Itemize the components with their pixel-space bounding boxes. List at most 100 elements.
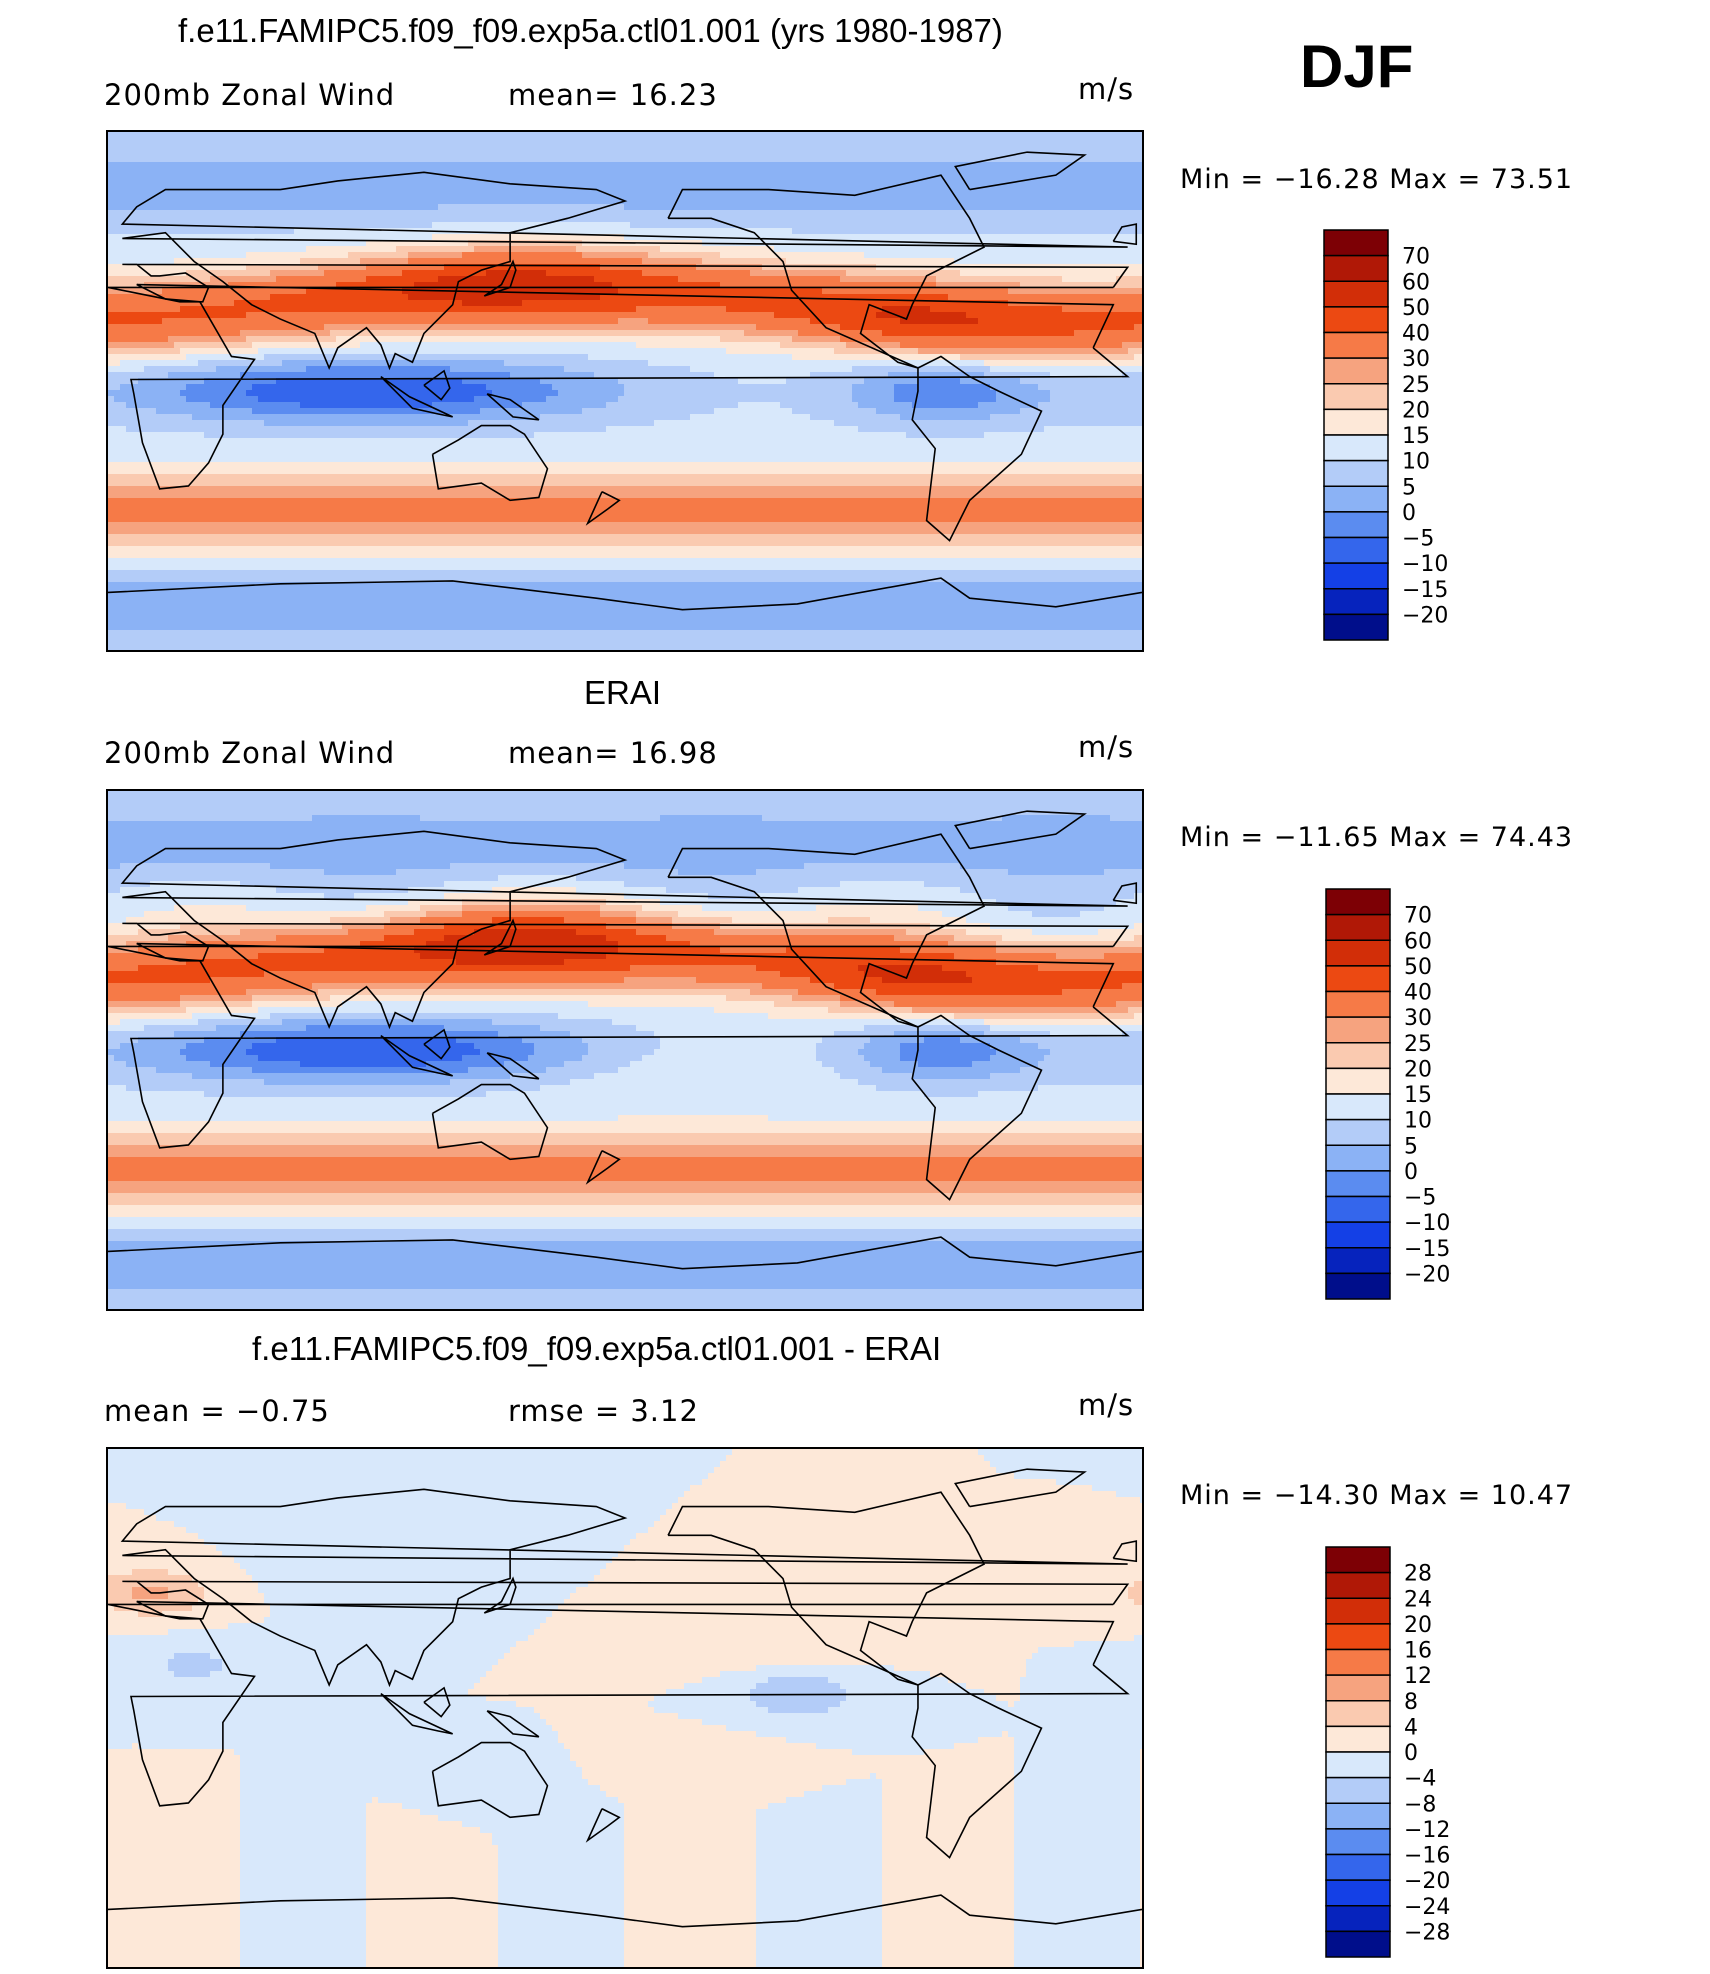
colorbar-label: 0 xyxy=(1404,1160,1418,1185)
panel-3-colorbar: 28 24 20 16 12 8 4 0 −4 −8 −12 −16 −20 −24 −28 xyxy=(1325,1546,1450,1958)
coastline xyxy=(911,1672,1043,1859)
colorbar-label: 0 xyxy=(1404,1741,1418,1766)
colorbar-label: 15 xyxy=(1402,424,1430,449)
colorbar-swatch xyxy=(1323,511,1389,539)
colorbar-swatch xyxy=(1325,1905,1391,1933)
colorbar-label: −5 xyxy=(1402,527,1434,552)
colorbar-label: 70 xyxy=(1404,904,1432,929)
colorbar-label: −20 xyxy=(1404,1262,1450,1287)
colorbar-label: 0 xyxy=(1402,501,1416,526)
coastline xyxy=(423,369,451,401)
colorbar-swatch xyxy=(1323,383,1389,411)
coastline xyxy=(954,810,1087,850)
coastline xyxy=(380,375,454,418)
colorbar-swatch xyxy=(1325,1597,1391,1625)
colorbar-swatch xyxy=(1323,562,1389,590)
panel-2-colorbar: 70 60 50 40 30 25 20 15 10 5 0 −5 −10 −15 −20 xyxy=(1325,888,1450,1300)
coastline xyxy=(130,1600,1130,1807)
panel-1-colorbar: 70 60 50 40 30 25 20 15 10 5 0 −5 −10 −15 −20 xyxy=(1323,229,1448,641)
colorbar-swatch xyxy=(1325,1272,1391,1300)
colorbar-swatch xyxy=(1325,1879,1391,1907)
colorbar-swatch xyxy=(1325,1118,1391,1146)
coastline xyxy=(1112,1540,1138,1563)
colorbar-label: 24 xyxy=(1404,1587,1432,1612)
colorbar-swatch xyxy=(1325,1144,1391,1172)
panel-3-map xyxy=(106,1447,1144,1969)
colorbar-swatch xyxy=(1325,1700,1391,1728)
colorbar-label: 60 xyxy=(1402,270,1430,295)
panel-1-title: f.e11.FAMIPC5.f09_f09.exp5a.ctl01.001 (y… xyxy=(178,12,1003,50)
colorbar-label: 5 xyxy=(1402,475,1416,500)
colorbar-swatch xyxy=(1325,1725,1391,1753)
colorbar-label: 10 xyxy=(1402,450,1430,475)
coastline xyxy=(585,1150,621,1185)
coastline xyxy=(108,1580,1130,1620)
colorbar-swatch xyxy=(1325,1247,1391,1275)
coastline xyxy=(667,1491,986,1686)
colorbar-swatch xyxy=(1325,1016,1391,1044)
coastline xyxy=(667,174,986,369)
colorbar-label: −5 xyxy=(1404,1186,1436,1211)
panel-3-rmse: rmse = 3.12 xyxy=(508,1394,699,1428)
coastline xyxy=(108,1236,1142,1270)
coastline xyxy=(483,259,517,297)
colorbar-label: 15 xyxy=(1404,1083,1432,1108)
coastline xyxy=(108,263,1130,303)
coastline xyxy=(954,1468,1087,1508)
colorbar-swatch xyxy=(1323,357,1389,385)
coastline xyxy=(120,1488,1128,1688)
colorbar-swatch xyxy=(1325,1828,1391,1856)
colorbar-swatch xyxy=(1325,1802,1391,1830)
colorbar-label: −20 xyxy=(1402,603,1448,628)
colorbar-label: −20 xyxy=(1404,1869,1450,1894)
panel-2-minmax: Min = −11.65 Max = 74.43 xyxy=(1180,822,1573,853)
colorbar-swatch xyxy=(1323,254,1389,282)
colorbar-swatch xyxy=(1325,1067,1391,1095)
colorbar-swatch xyxy=(1325,939,1391,967)
colorbar-swatch xyxy=(1325,913,1391,941)
panel-3-units: m/s xyxy=(1078,1388,1134,1422)
colorbar-swatch xyxy=(1323,536,1389,564)
colorbar-swatch xyxy=(1323,613,1389,641)
colorbar-swatch xyxy=(1323,588,1389,616)
colorbar-swatch xyxy=(1325,1623,1391,1651)
colorbar-label: −4 xyxy=(1404,1767,1436,1792)
coastline xyxy=(120,830,1128,1030)
colorbar-swatch xyxy=(1323,306,1389,334)
colorbar-label: −24 xyxy=(1404,1895,1450,1920)
colorbar-swatch xyxy=(1325,1751,1391,1779)
coastline xyxy=(483,918,517,956)
colorbar-label: 20 xyxy=(1404,1613,1432,1638)
colorbar-label: 4 xyxy=(1404,1715,1418,1740)
colorbar-swatch xyxy=(1325,1571,1391,1599)
colorbar-swatch xyxy=(1325,1930,1391,1958)
colorbar-swatch xyxy=(1325,1221,1391,1249)
colorbar-label: 50 xyxy=(1402,296,1430,321)
colorbar-swatch xyxy=(1323,459,1389,487)
panel-1-variable: 200mb Zonal Wind xyxy=(104,78,395,112)
coastline xyxy=(486,1052,540,1080)
colorbar-swatch xyxy=(1325,1853,1391,1881)
colorbar-label: −28 xyxy=(1404,1920,1450,1945)
coastline xyxy=(108,577,1142,611)
colorbar-swatch xyxy=(1323,229,1389,257)
colorbar-label: 40 xyxy=(1404,981,1432,1006)
colorbar-swatch xyxy=(1323,434,1389,462)
coastline xyxy=(380,1692,454,1735)
coastline xyxy=(483,1576,517,1614)
colorbar-label: 70 xyxy=(1402,245,1430,270)
colorbar-label: −15 xyxy=(1402,578,1448,603)
panel-2-mean: mean= 16.98 xyxy=(508,736,718,770)
coastline xyxy=(130,283,1130,490)
colorbar-label: 8 xyxy=(1404,1690,1418,1715)
colorbar-label: 25 xyxy=(1404,1032,1432,1057)
panel-2-map xyxy=(106,789,1144,1311)
colorbar-label: −10 xyxy=(1402,552,1448,577)
colorbar-label: 25 xyxy=(1402,373,1430,398)
colorbar-swatch xyxy=(1325,1042,1391,1070)
colorbar-label: 16 xyxy=(1404,1639,1432,1664)
coastline xyxy=(1112,882,1138,905)
colorbar-swatch xyxy=(1323,485,1389,513)
coastline xyxy=(130,942,1130,1149)
